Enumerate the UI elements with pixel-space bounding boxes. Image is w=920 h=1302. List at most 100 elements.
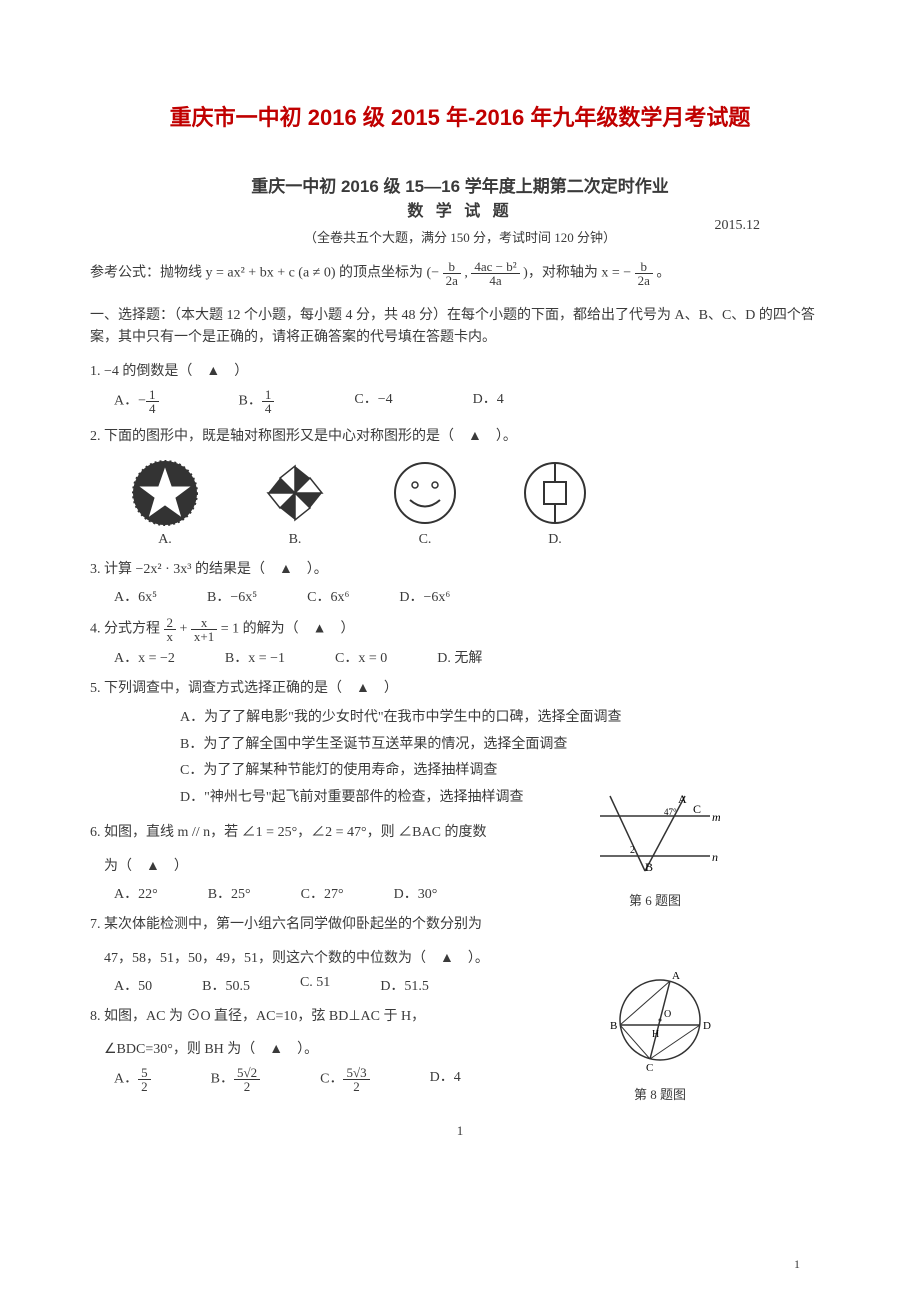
q4-options: A．x = −2 B．x = −1 C．x = 0 D. 无解: [114, 647, 830, 667]
q2-figures: A. B. C. D.: [130, 458, 830, 548]
frac-d: 4: [262, 402, 275, 415]
frac-d: 2: [138, 1080, 151, 1093]
fig-label: D.: [548, 532, 562, 547]
fig-label: B.: [289, 532, 302, 547]
q8-opt-b: B．5√22: [211, 1066, 260, 1093]
opt-label: B．: [239, 393, 262, 408]
pinwheel-icon: [260, 458, 330, 528]
label-o: O: [664, 1009, 671, 1020]
q8-opt-d: D．4: [430, 1066, 461, 1093]
fig8-caption: 第 8 题图: [600, 1084, 720, 1103]
question-1: 1. −4 的倒数是（ ▲ ）: [90, 360, 830, 384]
frac-n: 5√3: [343, 1066, 369, 1080]
fig-label: A.: [158, 532, 172, 547]
question-7: 7. 某次体能检测中，第一小组六名同学做仰卧起坐的个数分别为: [90, 913, 830, 937]
question-7b: 47，58，51，50，49，51，则这六个数的中位数为（ ▲ ）。: [104, 947, 830, 971]
q3-options: A．6x⁵ B．−6x⁵ C．6x⁶ D．−6x⁶: [114, 586, 830, 606]
opt-label: A．−: [114, 393, 146, 408]
label-c: C: [646, 1062, 653, 1074]
q3-opt-c: C．6x⁶: [307, 586, 349, 606]
parallel-lines-icon: A C m n B 47° 2: [590, 791, 720, 881]
q1-options: A．−14 B．14 C．−4 D．4: [114, 388, 830, 415]
label-a: A: [678, 792, 687, 806]
label-n: n: [712, 850, 718, 864]
formula-mid: ,: [464, 266, 471, 281]
smiley-icon: [390, 458, 460, 528]
section-1-header: 一、选择题：（本大题 12 个小题，每小题 4 分，共 48 分）在每个小题的下…: [90, 305, 830, 350]
exam-date: 2015.12: [715, 218, 761, 234]
frac-n: x: [191, 616, 217, 630]
angle-1: 47°: [664, 807, 677, 817]
q1-opt-b: B．14: [239, 388, 275, 415]
q3-opt-d: D．−6x⁶: [399, 586, 450, 606]
opt-label: B．: [211, 1072, 234, 1087]
frac-d: x+1: [191, 630, 217, 643]
page-number-br: 1: [794, 1257, 800, 1272]
label-a: A: [672, 970, 680, 982]
question-8b: ∠BDC=30°，则 BH 为（ ▲ ）。: [104, 1038, 830, 1062]
page-title: 重庆市一中初 2016 级 2015 年-2016 年九年级数学月考试题: [90, 100, 830, 132]
q5-opt-b: B．为了了解全国中学生圣诞节互送苹果的情况，选择全面调查: [180, 732, 830, 759]
subtitle-1: 重庆一中初 2016 级 15—16 学年度上期第二次定时作业: [90, 172, 830, 197]
q7-opt-b: B．50.5: [202, 975, 250, 995]
question-2: 2. 下面的图形中，既是轴对称图形又是中心对称图形的是（ ▲ ）。: [90, 425, 830, 449]
frac-d: x: [164, 630, 177, 643]
q4-opt-d: D. 无解: [437, 647, 482, 667]
question-5: 5. 下列调查中，调查方式选择正确的是（ ▲ ）: [90, 677, 830, 701]
q6-opt-d: D．30°: [394, 883, 438, 903]
q7-options: A．50 B．50.5 C. 51 D．51.5: [114, 975, 830, 995]
q4-post: = 1 的解为（ ▲ ）: [221, 622, 355, 637]
label-d: D: [703, 1020, 711, 1032]
reference-formula: 参考公式：抛物线 y = ax² + bx + c (a ≠ 0) 的顶点坐标为…: [90, 260, 830, 287]
frac-d: 2a: [443, 274, 461, 287]
q2-fig-b: B.: [260, 458, 330, 548]
opt-label: C．: [320, 1072, 343, 1087]
q4-pre: 4. 分式方程: [90, 622, 164, 637]
frac-n: b: [443, 260, 461, 274]
label-b: B: [645, 860, 653, 874]
q5-opt-d: D．"神州七号"起飞前对重要部件的检查，选择抽样调查: [180, 785, 830, 812]
frac-d: 2a: [635, 274, 653, 287]
frac-d: 2: [234, 1080, 260, 1093]
q2-fig-c: C.: [390, 458, 460, 548]
q3-opt-b: B．−6x⁵: [207, 586, 257, 606]
circle-square-icon: [520, 458, 590, 528]
q7-opt-c: C. 51: [300, 975, 330, 995]
label-m: m: [712, 810, 720, 824]
circle-chord-icon: A B C D O H: [600, 965, 720, 1075]
q6-opt-c: C．27°: [301, 883, 344, 903]
frac-n: 4ac − b²: [471, 260, 519, 274]
frac-n: 2: [164, 616, 177, 630]
angle-2: 2: [630, 845, 635, 856]
frac-d: 4: [146, 402, 159, 415]
q6-opt-a: A．22°: [114, 883, 158, 903]
frac-d: 2: [343, 1080, 369, 1093]
q7-opt-d: D．51.5: [380, 975, 429, 995]
q1-opt-d: D．4: [473, 388, 504, 415]
q5-opt-a: A．为了了解电影"我的少女时代"在我市中学生中的口碑，选择全面调查: [180, 705, 830, 732]
frac-n: b: [635, 260, 653, 274]
opt-label: A．: [114, 1072, 138, 1087]
q1-opt-c: C．−4: [354, 388, 392, 415]
formula-end: 。: [656, 266, 670, 281]
frac-d: 4a: [471, 274, 519, 287]
q1-opt-a: A．−14: [114, 388, 159, 415]
q8-opt-c: C．5√32: [320, 1066, 369, 1093]
frac-n: 5√2: [234, 1066, 260, 1080]
q4-opt-c: C．x = 0: [335, 647, 387, 667]
question-4: 4. 分式方程 2x + xx+1 = 1 的解为（ ▲ ）: [90, 616, 830, 643]
q6-options: A．22° B．25° C．27° D．30°: [114, 883, 830, 903]
formula-prefix: 参考公式：抛物线 y = ax² + bx + c (a ≠ 0) 的顶点坐标为…: [90, 266, 439, 281]
q2-fig-a: A.: [130, 458, 200, 548]
label-c: C: [693, 802, 701, 816]
q4-opt-a: A．x = −2: [114, 647, 175, 667]
q8-opt-a: A．52: [114, 1066, 151, 1093]
q4-opt-b: B．x = −1: [225, 647, 285, 667]
question-6b: 为（ ▲ ）: [104, 855, 830, 879]
q7-opt-a: A．50: [114, 975, 152, 995]
frac-n: 5: [138, 1066, 151, 1080]
frac-n: 1: [146, 388, 159, 402]
frac-n: 1: [262, 388, 275, 402]
q5-opt-c: C．为了了解某种节能灯的使用寿命，选择抽样调查: [180, 758, 830, 785]
star-icon: [130, 458, 200, 528]
